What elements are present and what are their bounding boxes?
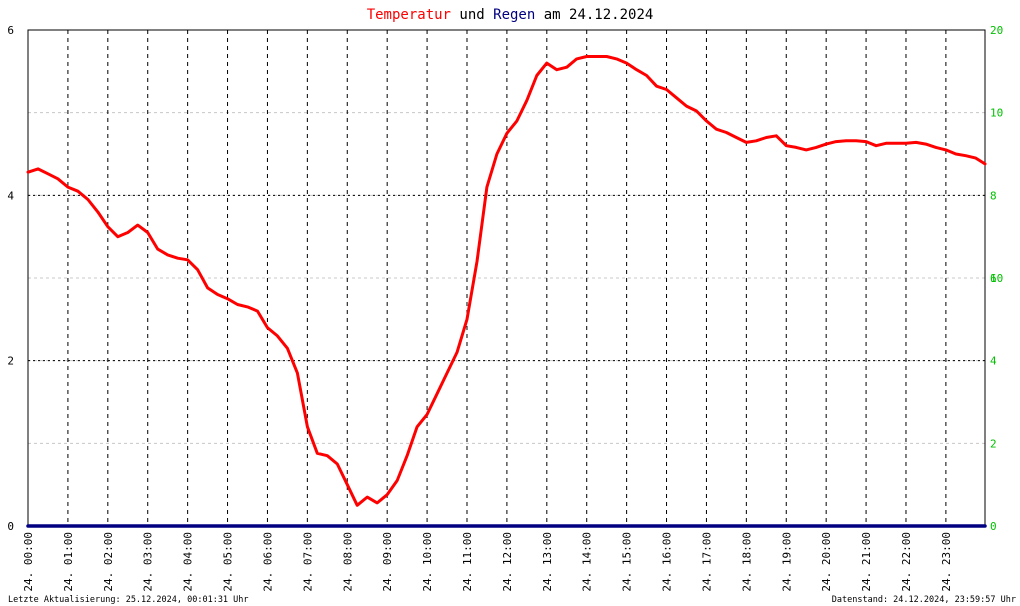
- x-tick-label: 24. 18:00: [740, 532, 753, 592]
- y-left-tick-label: 6: [7, 24, 14, 37]
- y-right-tick-label: 6: [990, 272, 997, 285]
- chart-title-part: am 24.12.2024: [535, 7, 653, 23]
- y-axis-right: 0 10 20 2 4 6 8 10: [990, 24, 1003, 533]
- y-right-tick-label: 8: [990, 189, 997, 202]
- x-tick-label: 24. 04:00: [182, 532, 195, 592]
- x-tick-label: 24. 02:00: [102, 532, 115, 592]
- chart-title-part: Temperatur: [367, 7, 451, 23]
- x-tick-label: 24. 08:00: [341, 532, 354, 592]
- x-tick-label: 24. 11:00: [461, 532, 474, 592]
- x-tick-label: 24. 16:00: [661, 532, 674, 592]
- x-tick-label: 24. 21:00: [860, 532, 873, 592]
- temperature-line: [26, 55, 987, 507]
- y-axis-left: 0 2 4 6: [7, 24, 14, 533]
- x-tick-label: 24. 23:00: [940, 532, 953, 592]
- x-tick-label: 24. 07:00: [301, 532, 314, 592]
- x-tick-label: 24. 17:00: [700, 532, 713, 592]
- y-right-tick-label: 10: [990, 107, 1003, 120]
- x-tick-label: 24. 05:00: [222, 532, 235, 592]
- x-tick-label: 24. 00:00: [22, 532, 35, 592]
- x-axis: 24. 00:00 24. 01:00 24. 02:00 24. 03:00 24. …: [22, 532, 953, 592]
- footer-data-status: Datenstand: 24.12.2024, 23:59:57 Uhr: [832, 595, 1016, 605]
- y-right-tick-label: 0: [990, 520, 997, 533]
- x-tick-label: 24. 20:00: [820, 532, 833, 592]
- x-tick-label: 24. 03:00: [142, 532, 155, 592]
- x-tick-label: 24. 12:00: [501, 532, 514, 592]
- y-right-tick-label: 4: [990, 355, 997, 368]
- x-tick-label: 24. 10:00: [421, 532, 434, 592]
- chart-title-part: Regen: [493, 7, 535, 23]
- y-left-tick-label: 2: [7, 355, 14, 368]
- y-right-tick-label: 2: [990, 437, 997, 450]
- x-tick-label: 24. 01:00: [62, 532, 75, 592]
- x-tick-label: 24. 22:00: [900, 532, 913, 592]
- y-left-tick-label: 4: [7, 189, 14, 202]
- chart-title-part: und: [451, 7, 493, 23]
- x-tick-label: 24. 15:00: [621, 532, 634, 592]
- series-layer: [26, 55, 987, 528]
- chart-title: Temperatur und Regen am 24.12.2024: [367, 7, 654, 23]
- footer-last-update: Letzte Aktualisierung: 25.12.2024, 00:01…: [8, 595, 249, 605]
- x-tick-label: 24. 06:00: [261, 532, 274, 592]
- grid-lines: [28, 29, 985, 526]
- x-tick-label: 24. 14:00: [581, 532, 594, 592]
- y-right-tick-label: 10: [990, 272, 1003, 285]
- y-right-tick-label: 20: [990, 24, 1003, 37]
- x-tick-label: 24. 09:00: [381, 532, 394, 592]
- x-tick-label: 24. 19:00: [780, 532, 793, 592]
- y-left-tick-label: 0: [7, 520, 14, 533]
- x-tick-label: 24. 13:00: [541, 532, 554, 592]
